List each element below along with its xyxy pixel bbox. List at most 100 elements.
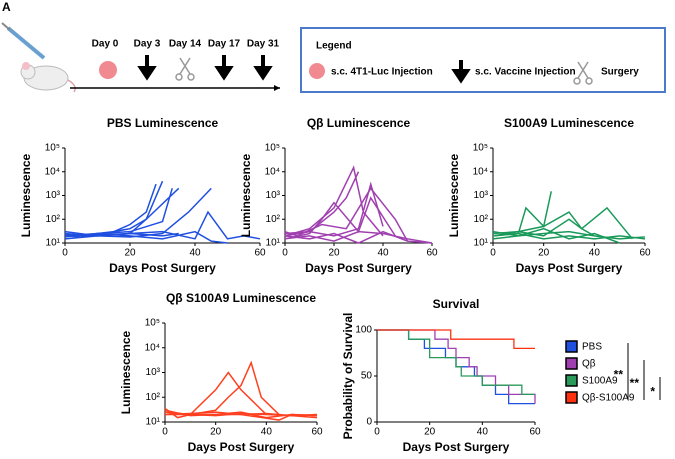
y-tick-label: 10³ (146, 367, 161, 378)
chart-title: Qβ Luminescence (307, 116, 411, 130)
tumor-icon (309, 63, 325, 79)
day-label: Day 0 (92, 39, 119, 50)
y-tick-label: 10³ (46, 190, 61, 201)
legend-label: Qβ-S100A9 (582, 393, 635, 404)
y-tick-label: 10⁵ (473, 143, 488, 154)
legend-box (300, 27, 666, 93)
y-axis-label: Luminescence (19, 153, 33, 237)
y-tick-label: 10⁴ (473, 166, 488, 177)
y-tick-label: 10⁴ (45, 166, 60, 177)
x-tick-label: 0 (282, 248, 288, 259)
x-tick-label: 40 (261, 427, 273, 438)
x-tick-label: 60 (426, 248, 438, 259)
x-axis-label: Days Post Surgery (109, 261, 216, 275)
panel-label: A (2, 0, 11, 14)
vaccine-arrow (137, 55, 157, 81)
x-tick-label: 0 (62, 248, 68, 259)
series-line (164, 360, 280, 416)
scissors-icon (573, 61, 593, 85)
y-tick-label: 10¹ (474, 238, 489, 249)
day-label: Day 3 (134, 39, 161, 50)
day-label: Day 31 (247, 39, 280, 50)
legend-swatch (565, 357, 578, 370)
series-line (284, 230, 433, 244)
x-tick-label: 0 (162, 427, 168, 438)
legend-title: Legend (316, 41, 352, 52)
x-axis-label: Days Post Surgery (188, 440, 295, 454)
series-line (164, 407, 318, 421)
y-axis-label: Luminescence (447, 153, 461, 237)
y-tick-label: 10¹ (46, 238, 61, 249)
x-tick-label: 60 (311, 427, 323, 438)
x-tick-label: 40 (377, 248, 389, 259)
legend-swatch (565, 391, 578, 404)
series-line (64, 183, 157, 238)
x-tick-label: 20 (210, 427, 222, 438)
survival-curve (377, 329, 536, 404)
x-tick-label: 60 (639, 248, 651, 259)
y-tick-label: 10³ (474, 190, 489, 201)
y-tick-label: 10¹ (266, 238, 281, 249)
x-tick-label: 0 (490, 248, 496, 259)
legend-item: Surgery (601, 67, 639, 78)
series-line (284, 165, 384, 237)
vaccine-arrow (214, 55, 234, 81)
timeline-arrowhead (274, 85, 280, 91)
tumor-icon (99, 61, 117, 79)
series-line (284, 181, 384, 237)
series-line (492, 227, 620, 244)
x-axis-label: Days Post Surgery (516, 261, 623, 275)
y-tick-label: 50 (361, 371, 373, 382)
x-tick-label: 40 (477, 427, 489, 438)
day-label: Day 17 (208, 39, 241, 50)
series-line (64, 230, 179, 237)
y-tick-label: 10⁵ (145, 318, 160, 329)
chart-title: S100A9 Luminescence (504, 116, 634, 130)
legend-item: s.c. 4T1-Luc Injection (331, 67, 433, 78)
significance-label: * (650, 385, 655, 399)
survival-curve (377, 329, 535, 350)
chart-title: PBS Luminescence (107, 116, 219, 130)
legend-label: Qβ (582, 359, 596, 370)
survival-curve (377, 329, 535, 396)
series-line (64, 230, 228, 244)
legend-swatch (565, 340, 578, 353)
series-line (165, 371, 267, 416)
series-line (284, 171, 360, 237)
x-tick-label: 20 (124, 248, 136, 259)
y-tick-label: 10² (146, 392, 161, 403)
y-tick-label: 10² (266, 214, 281, 225)
y-tick-label: 100 (355, 325, 372, 336)
y-tick-label: 10⁵ (265, 143, 280, 154)
y-axis-label: Probability of Survival (341, 313, 355, 440)
vaccine-arrow (451, 60, 471, 84)
y-tick-label: 10² (474, 214, 489, 225)
scissors-icon (175, 57, 195, 81)
significance-label: ** (630, 376, 640, 390)
x-axis-label: Days Post Surgery (403, 440, 510, 454)
x-axis-label: Days Post Surgery (305, 261, 412, 275)
x-tick-label: 60 (529, 427, 541, 438)
day-label: Day 14 (169, 39, 202, 50)
x-tick-label: 40 (189, 248, 201, 259)
y-tick-label: 10⁵ (45, 143, 60, 154)
y-tick-label: 10² (46, 214, 61, 225)
chart-title: Qβ S100A9 Luminescence (166, 291, 316, 305)
y-tick-label: 10⁴ (265, 166, 280, 177)
series-line (492, 232, 646, 240)
series-line (284, 187, 409, 242)
vaccine-arrow (253, 55, 273, 81)
y-axis-label: Luminescence (239, 153, 253, 237)
x-tick-label: 20 (538, 248, 550, 259)
legend-label: PBS (582, 342, 602, 353)
significance-label: ** (614, 368, 624, 382)
legend-swatch (565, 374, 578, 387)
mouse-icon (1, 22, 76, 93)
legend-item: s.c. Vaccine Injection (475, 67, 576, 78)
legend-label: S100A9 (582, 376, 618, 387)
x-tick-label: 40 (589, 248, 601, 259)
y-tick-label: 10⁴ (145, 342, 160, 353)
series-line (284, 196, 396, 240)
series-line (492, 206, 633, 240)
